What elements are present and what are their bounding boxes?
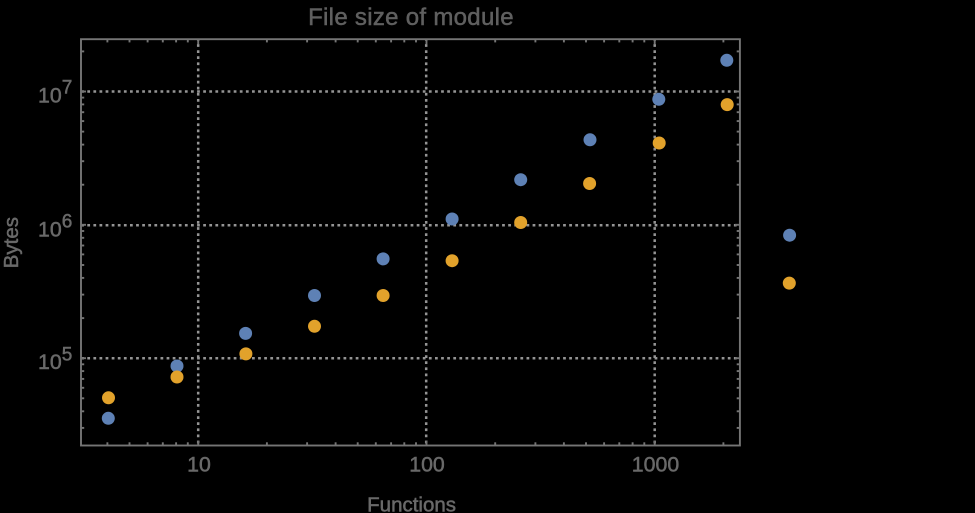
svg-text:1000: 1000 <box>632 453 680 477</box>
svg-text:106: 106 <box>38 212 72 242</box>
svg-text:100: 100 <box>409 453 445 477</box>
svg-text:File size of module: File size of module <box>308 4 514 31</box>
svg-text:107: 107 <box>38 78 72 108</box>
svg-text:10: 10 <box>187 453 211 477</box>
svg-text:Bytes: Bytes <box>0 217 23 268</box>
svg-text:105: 105 <box>38 344 72 374</box>
svg-text:Functions: Functions <box>367 494 456 513</box>
